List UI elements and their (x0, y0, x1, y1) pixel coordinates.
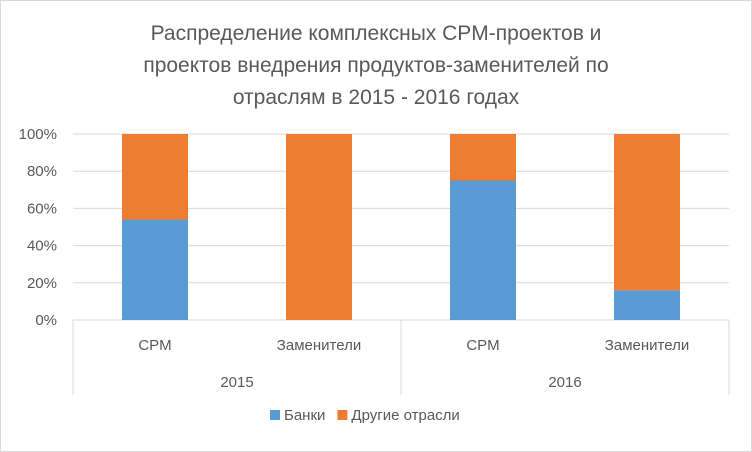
x-group-label: 2015 (220, 374, 253, 391)
chart-title-line-1: Распределение комплексных CPM-проектов и (151, 22, 602, 45)
bars (122, 134, 680, 320)
legend-swatch-other (337, 410, 348, 420)
legend-label-other: Другие отрасли (351, 407, 459, 424)
y-tick-label: 80% (27, 163, 57, 180)
bar-segment-other (450, 134, 516, 181)
legend-label-banks: Банки (284, 407, 325, 424)
chart-title-line-3: отраслям в 2015 - 2016 годах (233, 86, 520, 109)
bar-segment-banks (450, 180, 516, 320)
chart-title-line-2: проектов внедрения продуктов-заменителей… (143, 54, 608, 77)
x-group-label: 2016 (548, 374, 581, 391)
y-axis-ticks: 0% 20% 40% 60% 80% 100% (19, 126, 57, 329)
x-category-label: CPM (466, 337, 499, 354)
x-category-label: Заменители (605, 337, 689, 354)
x-category-label: Заменители (277, 337, 361, 354)
y-tick-label: 60% (27, 200, 57, 217)
bar-segment-other (286, 134, 352, 320)
y-tick-label: 0% (35, 312, 57, 329)
legend: Банки Другие отрасли (270, 407, 460, 424)
bar-segment-other (122, 134, 188, 220)
legend-swatch-banks (270, 410, 280, 420)
bar-segment-banks (122, 219, 188, 320)
y-tick-label: 100% (19, 126, 57, 143)
bar-segment-banks (614, 290, 680, 320)
chart-title: Распределение комплексных CPM-проектов и… (143, 22, 608, 109)
y-tick-label: 20% (27, 275, 57, 292)
x-category-label: CPM (138, 337, 171, 354)
x-axis: CPM Заменители CPM Заменители 2015 2016 (72, 320, 730, 395)
bar-segment-other (614, 134, 680, 291)
y-tick-label: 40% (27, 238, 57, 255)
